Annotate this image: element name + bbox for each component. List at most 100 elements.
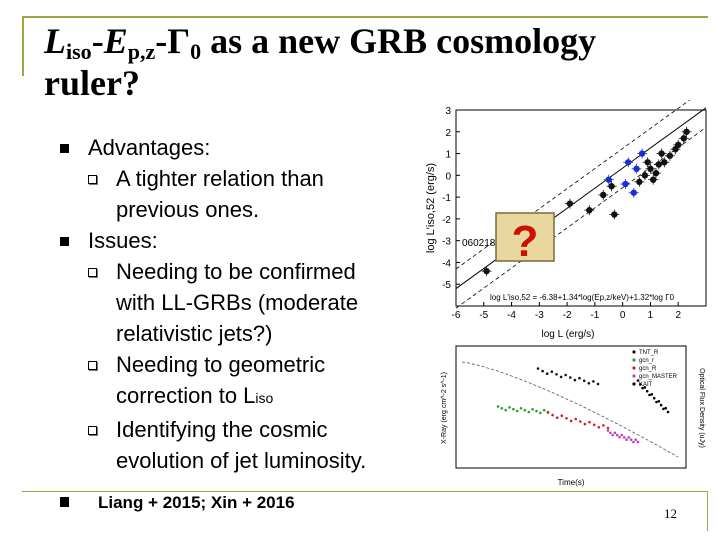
sub-bullet-adv-1: A tighter relation than previous ones.: [60, 163, 400, 225]
x-axis-label: log L (erg/s): [542, 329, 595, 340]
bullet-text: Needing to be confirmed with LL-GRBs (mo…: [116, 259, 359, 346]
light-curve-point: [606, 429, 610, 432]
model-curve: [461, 361, 679, 458]
x-tick-label: -5: [479, 310, 488, 321]
data-point: [566, 200, 574, 207]
light-curve-point: [551, 413, 554, 417]
data-point: [655, 161, 662, 168]
light-curve-point: [662, 407, 665, 411]
x-axis-label: Time(s): [558, 478, 585, 487]
light-curve-point: [578, 376, 581, 380]
light-curve-point: [536, 367, 540, 370]
light-curve-point: [648, 393, 651, 397]
light-curve-point: [555, 373, 558, 376]
title-dash2: -: [155, 21, 168, 61]
x-tick-label: -2: [563, 310, 572, 321]
light-curve-point: [555, 416, 559, 419]
light-curve-point: [592, 423, 596, 427]
bullet-text: Needing to geometric correction to L: [116, 352, 326, 408]
data-point: [666, 152, 674, 159]
x-tick-label: 0: [620, 310, 626, 321]
light-curve-point: [523, 408, 527, 412]
light-curve-point: [666, 410, 670, 414]
y-tick-label: -1: [442, 193, 451, 204]
x-tick-label: -1: [590, 310, 599, 321]
light-curve-point: [645, 389, 649, 393]
light-curve-point: [657, 400, 661, 403]
fit-formula: log L'iso,52 = -6.38+1.34*log(Ep,z/keV)+…: [490, 293, 675, 302]
title-dash1: -: [91, 21, 104, 61]
legend-marker: [632, 382, 636, 386]
light-curve-point: [508, 406, 511, 409]
fit-band-line: [455, 127, 707, 309]
reference-line: Liang + 2015; Xin + 2016: [60, 493, 295, 513]
data-point: [622, 180, 629, 188]
light-curve-point: [573, 378, 577, 382]
light-curve-point: [527, 410, 531, 414]
light-curve-point: [545, 372, 549, 375]
y-tick-label: 0: [445, 171, 451, 182]
light-curve-point: [569, 419, 573, 423]
data-point: [636, 178, 643, 186]
light-curve-point: [652, 396, 656, 400]
title-gamma: Γ: [167, 21, 191, 61]
bullet-list: Advantages: A tighter relation than prev…: [60, 132, 400, 476]
data-point: [611, 211, 618, 218]
square-bullet-icon: [60, 497, 69, 507]
light-curve-point: [569, 376, 572, 379]
legend-marker: [632, 366, 636, 370]
bullet-text: A tighter relation than previous ones.: [116, 166, 324, 222]
light-curve-point: [620, 433, 624, 437]
frame-bottom-line: [22, 491, 708, 492]
light-curve-point: [625, 438, 628, 441]
legend-marker: [632, 358, 636, 362]
slide-title: Liso-Ep,z-Γ0 as a new GRB cosmology rule…: [44, 20, 684, 104]
square-bullet-icon: [60, 237, 69, 246]
hollow-square-bullet-icon: [88, 426, 97, 435]
question-mark-icon: ?: [512, 217, 539, 266]
bullet-text: Issues:: [88, 228, 158, 253]
title-line2: ruler?: [44, 63, 140, 103]
data-point: [641, 172, 649, 179]
light-curve-point: [643, 386, 647, 389]
light-curve-point: [583, 422, 587, 426]
data-point: [680, 135, 687, 142]
light-curve-point: [627, 436, 631, 439]
y-axis-label: log L'iso,52 (erg/s): [425, 163, 437, 253]
light-curve-point: [582, 379, 586, 383]
hollow-square-bullet-icon: [88, 175, 97, 184]
y-tick-label: -2: [442, 215, 451, 226]
frame-right-line: [707, 491, 708, 531]
light-curve-point: [611, 433, 614, 437]
light-curve-point: [559, 375, 563, 379]
light-curve-point: [639, 383, 642, 386]
title-L-sub: iso: [66, 39, 92, 64]
data-point: [608, 183, 615, 190]
light-curve-point: [609, 431, 612, 435]
light-curve-point: [542, 408, 546, 412]
bullet-issues: Issues:: [60, 225, 400, 256]
legend-label: gcn_MASTER: [639, 374, 678, 380]
light-curve-point: [574, 417, 577, 421]
x-tick-label: -3: [535, 310, 544, 321]
hollow-square-bullet-icon: [88, 361, 97, 370]
frame-top-line: [22, 16, 708, 18]
y-tick-label: 1: [445, 150, 451, 161]
light-curve-point: [632, 440, 635, 444]
bullet-text: Advantages:: [88, 135, 211, 160]
data-point: [675, 141, 682, 149]
data-point: [658, 150, 665, 157]
light-curve-point: [606, 426, 610, 430]
light-curve-point: [592, 380, 595, 383]
light-curve-point: [636, 379, 640, 382]
light-curve-point: [596, 382, 600, 386]
title-L: L: [44, 21, 66, 61]
plot-frame: [455, 345, 687, 469]
light-curve-point: [613, 431, 617, 435]
square-bullet-icon: [60, 144, 69, 153]
data-point: [647, 165, 654, 172]
data-point: [600, 191, 607, 199]
data-point: [652, 169, 660, 177]
data-point: [683, 128, 690, 135]
title-E: E: [103, 21, 128, 61]
